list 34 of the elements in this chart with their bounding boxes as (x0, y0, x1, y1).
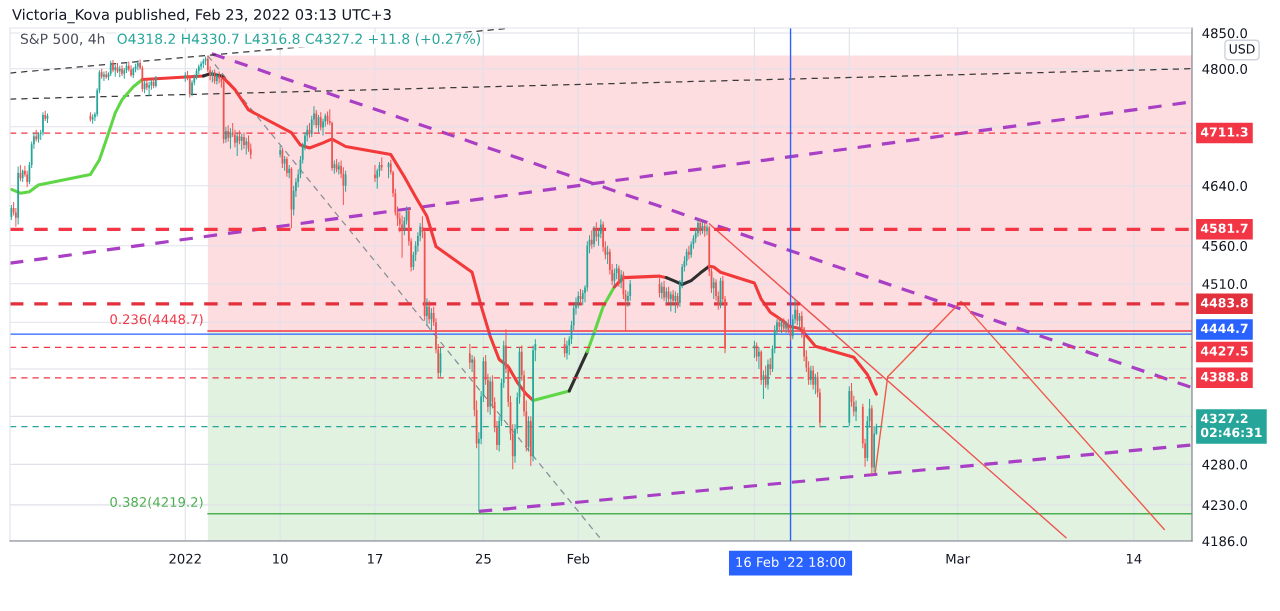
y-tick-label: 4800.0 (1202, 63, 1248, 74)
ref-line-label: 4711.3 (1200, 127, 1248, 137)
x-tick-label: 14 (1126, 553, 1142, 564)
y-tick-label: 4640.0 (1202, 180, 1248, 191)
line-series (10, 78, 144, 195)
annotation: 0.236(4448.7) (110, 314, 203, 326)
y-tick-label: 4850.0 (1202, 28, 1248, 39)
ref-line-label: 4427.5 (1200, 346, 1248, 356)
ref-line-label: 4581.7 (1200, 223, 1248, 233)
y-tick-label: 4510.0 (1202, 278, 1248, 289)
annotation: O4318.2 H4330.7 L4316.8 C4327.2 +11.8 (+0.27%) (117, 33, 480, 46)
chart-subtitle: S&P 500, 4h (20, 33, 105, 46)
y-tick-label: 4560.0 (1202, 240, 1248, 251)
ref-line-label: 4388.8 (1200, 371, 1248, 382)
candlestick (401, 215, 403, 258)
candlestick (855, 400, 857, 422)
ref-line-label: 4327.2 02:46:31 (1200, 413, 1262, 438)
annotation: 0.382(4219.2) (110, 496, 203, 509)
y-tick-label: 4186.0 (1202, 536, 1248, 547)
y-axis-title: USD (1229, 44, 1255, 54)
x-tick-label: 17 (368, 553, 383, 564)
y-tick-label: 4280.0 (1202, 459, 1248, 470)
ref-line-label: 4483.8 (1200, 298, 1248, 308)
x-tick-label: Feb (567, 553, 590, 564)
ref-line-label: 4444.7 (1200, 323, 1248, 333)
line-series (664, 264, 711, 287)
y-tick-label: 4230.0 (1202, 500, 1248, 511)
x-tick-label: 25 (475, 553, 491, 564)
x-tick-label: 10 (273, 553, 288, 564)
chart-title: Victoria_Kova published, Feb 23, 2022 03:13 UTC+3 (12, 8, 391, 24)
x-tick-label: Mar (946, 553, 971, 564)
candlestick (103, 71, 105, 81)
x-tick-label: 2022 (169, 553, 201, 564)
ref-line-label: 16 Feb '22 18:00 (736, 556, 846, 568)
